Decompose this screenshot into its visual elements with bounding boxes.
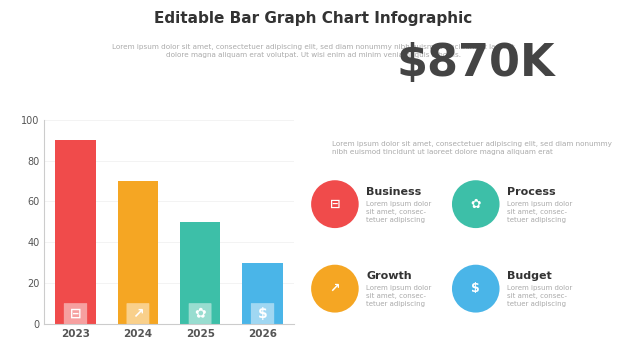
Text: Process: Process (507, 187, 556, 196)
Text: Lorem ipsum dolor
sit amet, consec-
tetuer adipiscing: Lorem ipsum dolor sit amet, consec- tetu… (366, 201, 431, 223)
Text: Business: Business (366, 187, 421, 196)
Bar (126, 303, 149, 324)
Bar (180, 222, 220, 324)
Bar (189, 303, 212, 324)
Bar (55, 140, 96, 324)
FancyBboxPatch shape (251, 303, 274, 324)
Text: $: $ (471, 282, 480, 295)
Bar (118, 181, 158, 324)
Text: ↗: ↗ (132, 307, 143, 321)
Text: Lorem ipsum dolor sit amet, consectetuer adipiscing elit, sed diam nonummy nibh : Lorem ipsum dolor sit amet, consectetuer… (111, 44, 515, 58)
FancyBboxPatch shape (64, 303, 87, 324)
Text: ⊟: ⊟ (69, 307, 81, 321)
Text: Editable Bar Graph Chart Infographic: Editable Bar Graph Chart Infographic (154, 11, 472, 26)
Text: Lorem ipsum dolor
sit amet, consec-
tetuer adipiscing: Lorem ipsum dolor sit amet, consec- tetu… (366, 285, 431, 307)
Text: $: $ (258, 307, 267, 321)
FancyBboxPatch shape (188, 303, 212, 324)
Text: ⊟: ⊟ (330, 198, 340, 210)
Text: Budget: Budget (507, 271, 552, 281)
Text: $870K: $870K (396, 42, 555, 85)
Bar (252, 303, 274, 324)
Text: Lorem ipsum dolor sit amet, consectetuer adipiscing elit, sed diam nonummy
nibh : Lorem ipsum dolor sit amet, consectetuer… (332, 141, 612, 155)
Bar (64, 303, 86, 324)
FancyBboxPatch shape (126, 303, 150, 324)
Text: Lorem ipsum dolor
sit amet, consec-
tetuer adipiscing: Lorem ipsum dolor sit amet, consec- tetu… (507, 285, 572, 307)
Text: Growth: Growth (366, 271, 412, 281)
Text: Lorem ipsum dolor
sit amet, consec-
tetuer adipiscing: Lorem ipsum dolor sit amet, consec- tetu… (507, 201, 572, 223)
Text: ✿: ✿ (471, 198, 481, 210)
Bar (242, 263, 283, 324)
Text: ✿: ✿ (195, 307, 206, 321)
Text: ↗: ↗ (330, 282, 340, 295)
